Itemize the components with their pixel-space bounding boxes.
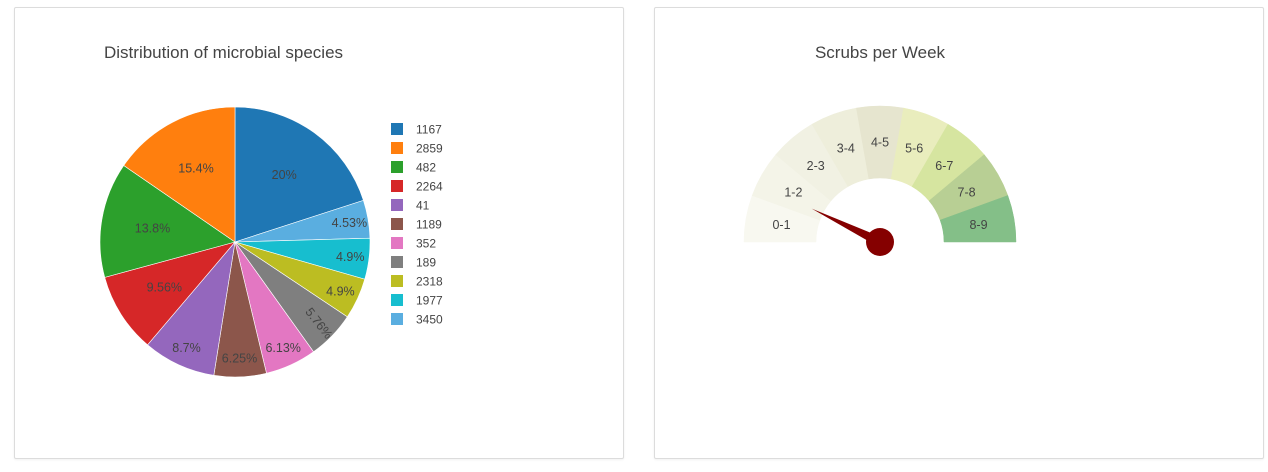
pie-slice-482[interactable] xyxy=(99,165,236,278)
legend-label: 41 xyxy=(416,199,430,213)
pie-slice-label: 15.4% xyxy=(178,161,213,175)
gauge-band-label: 4-5 xyxy=(871,136,889,150)
pie-chart-title: Distribution of microbial species xyxy=(104,43,343,62)
legend-item-352[interactable]: 352 xyxy=(391,237,436,251)
legend-swatch xyxy=(391,294,403,306)
pie-slice-label: 13.8% xyxy=(135,221,170,235)
pie-slice-label: 4.53% xyxy=(332,216,367,230)
gauge-band-label: 1-2 xyxy=(784,186,802,200)
legend-item-189[interactable]: 189 xyxy=(391,256,436,270)
legend-label: 3450 xyxy=(416,313,443,327)
legend-item-41[interactable]: 41 xyxy=(391,199,430,213)
legend-swatch xyxy=(391,256,403,268)
legend-label: 2318 xyxy=(416,275,443,289)
legend-swatch xyxy=(391,199,403,211)
gauge-band-label: 6-7 xyxy=(935,159,953,173)
legend-label: 482 xyxy=(416,161,436,175)
legend-swatch xyxy=(391,218,403,230)
legend-item-2859[interactable]: 2859 xyxy=(391,142,443,156)
legend-item-1189[interactable]: 1189 xyxy=(391,218,442,232)
legend-swatch xyxy=(391,313,403,325)
legend-label: 1189 xyxy=(416,218,442,232)
pie-chart-panel: Distribution of microbial species 20% 4.5… xyxy=(14,7,624,459)
pie-slice-label: 6.13% xyxy=(265,341,300,355)
gauge-band-label: 0-1 xyxy=(772,218,790,232)
gauge-needle-hub xyxy=(866,228,894,256)
legend-swatch xyxy=(391,237,403,249)
legend-swatch xyxy=(391,180,403,192)
pie-slice-label: 20% xyxy=(272,168,297,182)
gauge-chart: Scrubs per Week 0-1 1-2 2-3 3-4 4-5 5-6 6-7 7-8… xyxy=(743,43,1017,256)
gauge-needle xyxy=(811,208,883,247)
legend-item-482[interactable]: 482 xyxy=(391,161,436,175)
legend-swatch xyxy=(391,275,403,287)
pie-chart: Distribution of microbial species 20% 4.5… xyxy=(99,43,443,378)
legend-label: 189 xyxy=(416,256,436,270)
legend-item-3450[interactable]: 3450 xyxy=(391,313,443,327)
legend-label: 2264 xyxy=(416,180,443,194)
legend-label: 1977 xyxy=(416,294,443,308)
legend-label: 352 xyxy=(416,237,436,251)
legend-swatch xyxy=(391,142,403,154)
legend-item-2264[interactable]: 2264 xyxy=(391,180,443,194)
legend-swatch xyxy=(391,123,403,135)
gauge-band-8-9[interactable] xyxy=(939,195,1017,243)
pie-slice-label: 9.56% xyxy=(147,280,182,294)
pie-slice-label: 4.9% xyxy=(326,284,355,298)
pie-slice-label: 6.25% xyxy=(222,352,257,366)
gauge-band-label: 7-8 xyxy=(958,186,976,200)
gauge-band-label: 2-3 xyxy=(807,159,825,173)
gauge-band-label: 3-4 xyxy=(837,142,855,156)
legend-item-2318[interactable]: 2318 xyxy=(391,275,443,289)
legend-label: 1167 xyxy=(416,123,442,137)
pie-slice-2859[interactable] xyxy=(123,106,236,243)
pie-slice-1167[interactable] xyxy=(234,106,364,243)
gauge-band-label: 5-6 xyxy=(905,142,923,156)
pie-slice-label: 8.7% xyxy=(172,341,201,355)
gauge-band-label: 8-9 xyxy=(969,218,987,232)
pie-slice-label: 4.9% xyxy=(336,250,365,264)
gauge-chart-panel: Scrubs per Week 0-1 1-2 2-3 3-4 4-5 5-6 6-7 7-8… xyxy=(654,7,1264,459)
legend-item-1167[interactable]: 1167 xyxy=(391,123,442,137)
pie-slice-2264[interactable] xyxy=(104,241,236,346)
legend-swatch xyxy=(391,161,403,173)
legend-label: 2859 xyxy=(416,142,443,156)
gauge-chart-title: Scrubs per Week xyxy=(815,43,946,62)
legend-item-1977[interactable]: 1977 xyxy=(391,294,443,308)
